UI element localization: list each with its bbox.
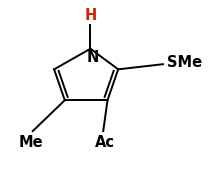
Text: N: N xyxy=(86,51,99,65)
Text: Me: Me xyxy=(18,135,43,149)
Text: SMe: SMe xyxy=(167,55,203,70)
Text: Ac: Ac xyxy=(95,135,115,149)
Text: H: H xyxy=(84,8,97,23)
